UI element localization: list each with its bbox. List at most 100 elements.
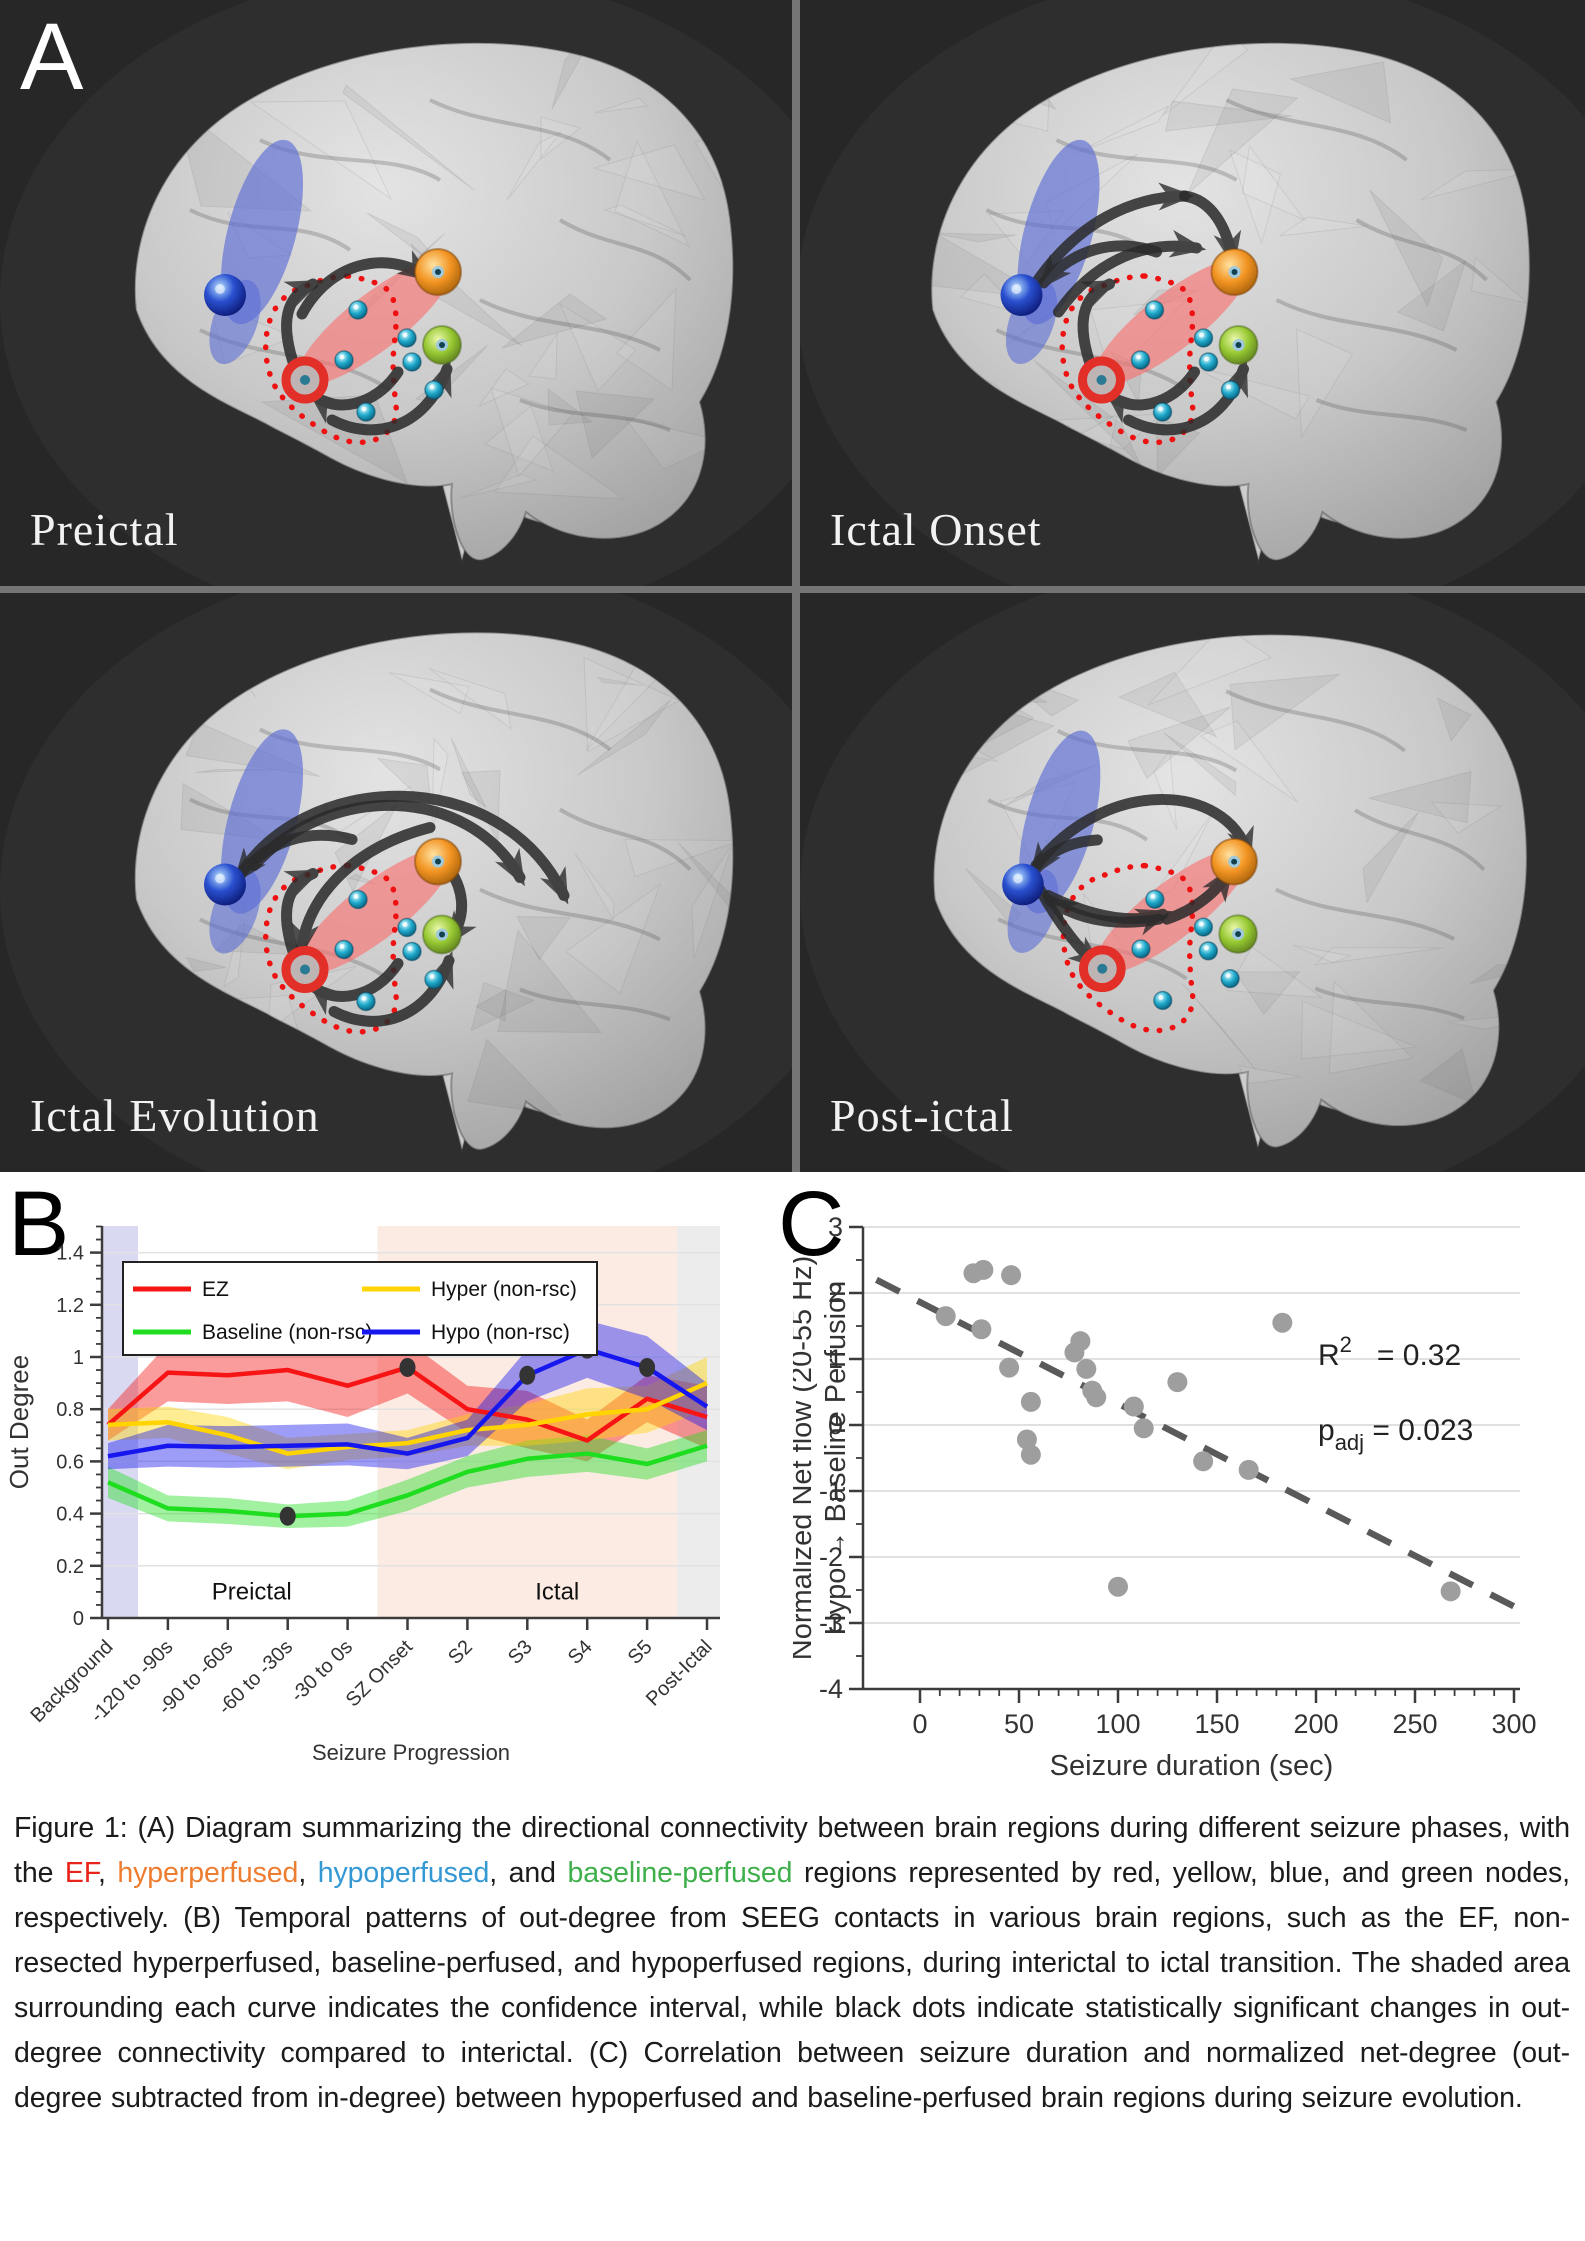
seeg-contact-node bbox=[1193, 328, 1214, 348]
scatter-point bbox=[1193, 1451, 1214, 1472]
scatter-point bbox=[1001, 1265, 1022, 1286]
panel-b-label: B bbox=[8, 1173, 70, 1275]
connectivity-arrow bbox=[1103, 366, 1200, 424]
y-axis-title-line1: Normalized Net flow (20-55 Hz) bbox=[793, 1256, 818, 1661]
resection-outline bbox=[1059, 273, 1196, 446]
caption-segment: , and bbox=[489, 1857, 568, 1889]
y-tick-label: -4 bbox=[819, 1674, 843, 1704]
hyperperfused-region bbox=[297, 848, 453, 975]
x-tick-label: S3 bbox=[504, 1636, 537, 1669]
x-tick-label: SZ Onset bbox=[342, 1636, 418, 1712]
connectivity-arrow bbox=[1077, 278, 1119, 374]
seeg-contact-node bbox=[356, 402, 376, 422]
caption-segment: hyperperfused bbox=[117, 1857, 299, 1889]
scatter-point bbox=[1020, 1444, 1041, 1465]
connectivity-arrow bbox=[1029, 834, 1103, 879]
caption-segment: hypoperfused bbox=[317, 1857, 490, 1889]
scatter-point bbox=[999, 1357, 1020, 1378]
seeg-contact-node bbox=[402, 352, 422, 372]
hypoperfused-node bbox=[204, 274, 246, 316]
x-tick-label: 200 bbox=[1293, 1709, 1338, 1739]
y-tick-label: 0 bbox=[828, 1410, 843, 1440]
confidence-band-Hyper (non-rsc) bbox=[108, 1357, 707, 1470]
connectivity-arrow bbox=[291, 822, 436, 960]
brain-diagram-preictal bbox=[0, 0, 792, 586]
scatter-point bbox=[971, 1319, 992, 1340]
hyperperfused-region bbox=[297, 258, 453, 386]
y-tick-label: 1.4 bbox=[56, 1243, 84, 1265]
seeg-contact-node bbox=[402, 941, 422, 962]
series-line-Baseline (non-rsc) bbox=[107, 1443, 708, 1519]
scatter-point bbox=[1108, 1576, 1128, 1597]
seeg-contact-node bbox=[334, 350, 354, 370]
scatter-point bbox=[1086, 1387, 1107, 1408]
panel-a-brain-diagrams: Preictal Ictal Onset Ictal Evolution Pos… bbox=[0, 0, 1585, 1172]
x-tick-label: 150 bbox=[1194, 1709, 1239, 1739]
y-tick-label: 0.2 bbox=[56, 1556, 84, 1578]
legend-entry: Hyper (non-rsc) bbox=[431, 1278, 577, 1301]
series-line-Hyper (non-rsc) bbox=[107, 1381, 708, 1456]
connectivity-arrow bbox=[1036, 240, 1162, 291]
phase-label-ictal-onset: Ictal Onset bbox=[830, 504, 1042, 555]
scatter-point bbox=[1076, 1358, 1097, 1379]
caption-segment: Figure 1: (A) Diagram summarizing the di… bbox=[14, 1812, 1570, 1889]
x-axis-title: Seizure duration (sec) bbox=[1050, 1750, 1334, 1782]
x-tick-label: S5 bbox=[624, 1636, 657, 1669]
resection-outline bbox=[263, 862, 399, 1035]
panels-b-and-c: B C 0 0.2 0.4 0.6 0.8 1 1.2 1.4 Background -120 t… bbox=[0, 1172, 1585, 1808]
connectivity-arrow bbox=[1053, 229, 1207, 318]
y-tick-label: -3 bbox=[819, 1608, 843, 1638]
caption-segment: , bbox=[97, 1857, 118, 1889]
x-tick-label: 50 bbox=[1004, 1709, 1034, 1739]
scatter-point bbox=[1016, 1429, 1037, 1450]
x-tick-label: 0 bbox=[912, 1709, 927, 1739]
hypoperfused-region bbox=[220, 139, 304, 325]
panel-grid-divider-horizontal bbox=[0, 586, 1585, 593]
caption-segment: , bbox=[298, 1857, 318, 1889]
scatter-point bbox=[1070, 1331, 1091, 1352]
legend-entry: Hypo (non-rsc) bbox=[431, 1321, 570, 1344]
region-label: Preictal bbox=[212, 1579, 292, 1606]
y-tick-label: 0 bbox=[73, 1608, 84, 1630]
connectivity-arrow bbox=[281, 278, 323, 374]
y-tick-label: 2 bbox=[828, 1278, 843, 1308]
brain-svg-ictal-onset bbox=[930, 41, 1531, 564]
series-line-Hypo (non-rsc) bbox=[107, 1346, 709, 1459]
phase-label-preictal: Preictal bbox=[30, 504, 179, 555]
panel-c-label: C bbox=[778, 1173, 845, 1275]
seeg-contact-node bbox=[356, 991, 376, 1012]
figure-caption: Figure 1: (A) Diagram summarizing the di… bbox=[14, 1806, 1570, 2121]
brain-diagram-ictal-onset bbox=[800, 0, 1585, 586]
region-label: Ictal bbox=[535, 1579, 579, 1606]
seeg-contact-node bbox=[424, 969, 444, 990]
significant-dot bbox=[639, 1357, 656, 1377]
caption-segment: regions represented by red, yellow, blue… bbox=[14, 1857, 1570, 2114]
seeg-contact-node bbox=[1144, 300, 1165, 320]
x-tick-label: Post-Ictal bbox=[642, 1636, 717, 1711]
seeg-contact-node bbox=[348, 300, 368, 320]
brain-diagram-post-ictal bbox=[800, 593, 1585, 1172]
x-axis-title: Seizure Progression bbox=[312, 1740, 510, 1765]
scatter-point bbox=[1123, 1396, 1144, 1417]
caption-segment: EF bbox=[64, 1857, 98, 1889]
hypoperfused-node bbox=[1002, 863, 1044, 906]
seizure-duration-scatter-chart: -4 -3 -2 -1 0 1 2 3 0 50 100 150 200 250 300 Seizure du… bbox=[793, 1212, 1537, 1782]
brain-svg-preictal bbox=[133, 41, 735, 564]
significant-dot bbox=[399, 1357, 416, 1377]
connectivity-arrow bbox=[232, 829, 358, 885]
chart-legend: EZ Baseline (non-rsc) Hyper (non-rsc) Hypo … bbox=[122, 1261, 598, 1356]
seeg-contact-node bbox=[1220, 968, 1240, 989]
brain-svg-ictal-evolution bbox=[133, 631, 735, 1154]
scatter-point bbox=[1167, 1372, 1188, 1393]
x-tick-label: 300 bbox=[1491, 1709, 1536, 1739]
caption-segment: baseline-perfused bbox=[567, 1857, 793, 1889]
connectivity-arrow bbox=[307, 366, 404, 424]
x-tick-label: S2 bbox=[444, 1636, 477, 1669]
seeg-contact-node bbox=[348, 889, 368, 910]
y-tick-label: 1.2 bbox=[56, 1295, 84, 1317]
x-tick-label: 100 bbox=[1095, 1709, 1140, 1739]
seeg-contact-node bbox=[1193, 917, 1214, 937]
scatter-point bbox=[1133, 1418, 1154, 1439]
